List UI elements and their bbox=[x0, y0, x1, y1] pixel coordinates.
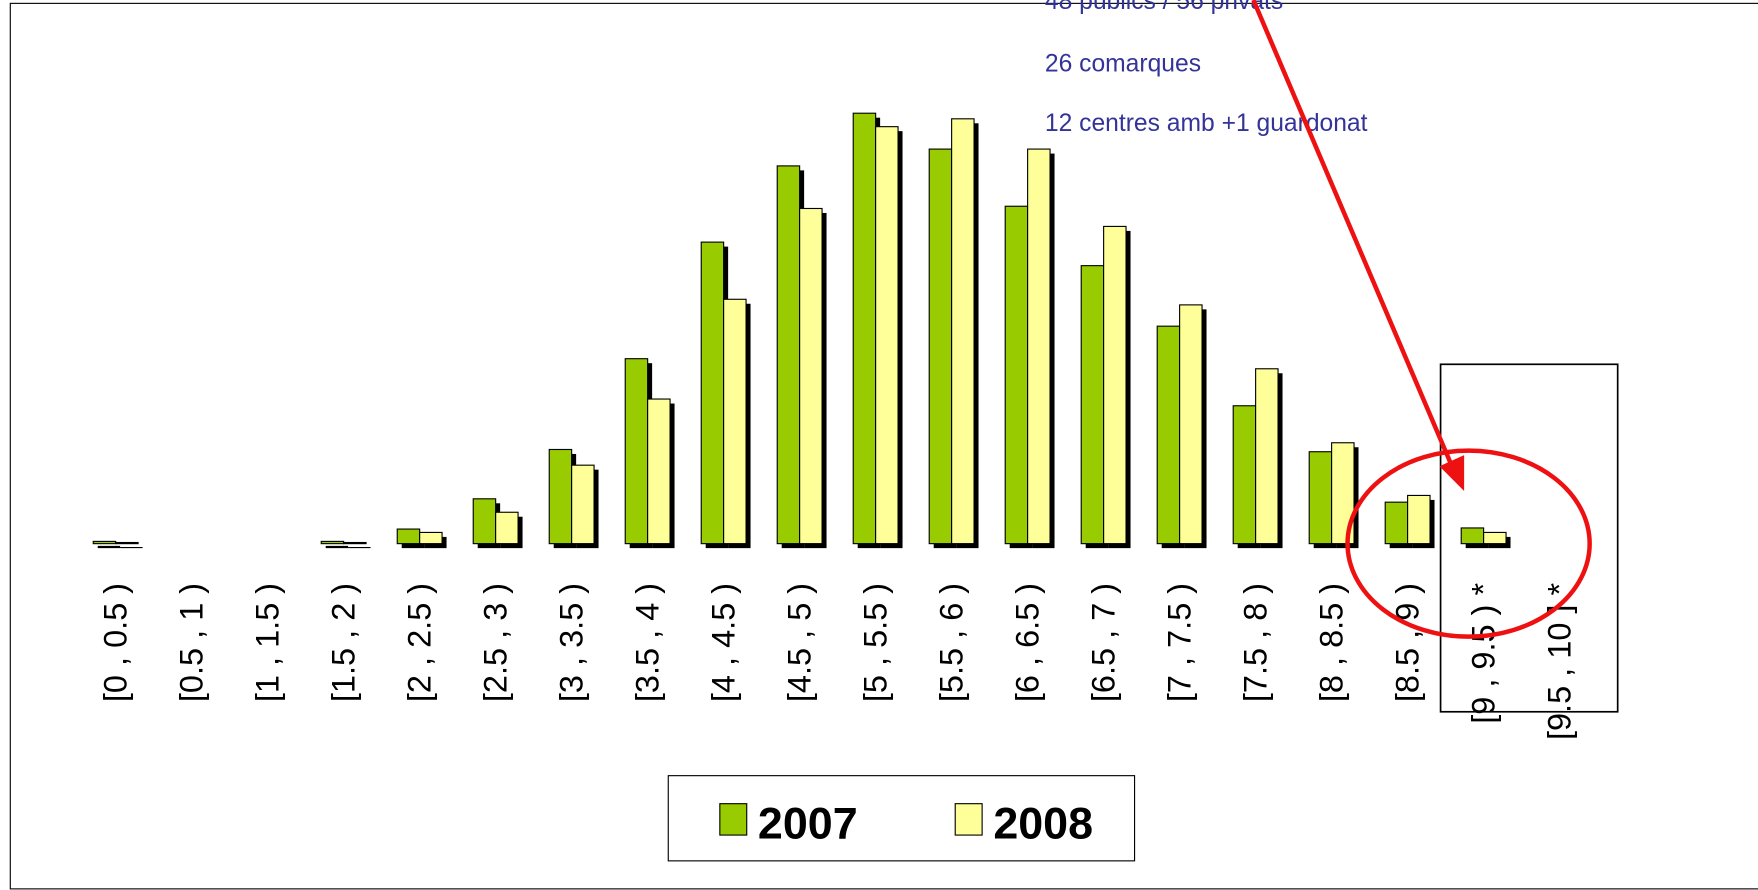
bar-shadow bbox=[348, 547, 371, 549]
bar-shadow bbox=[120, 547, 143, 549]
x-tick-label: [6.5 , 7 ) bbox=[1085, 583, 1121, 702]
highlight-circle bbox=[1345, 448, 1592, 639]
x-tick-label: [0 , 0.5 ) bbox=[97, 583, 133, 702]
legend-swatch bbox=[719, 803, 748, 836]
legend-label: 2007 bbox=[758, 797, 858, 848]
bar bbox=[951, 118, 975, 545]
bar bbox=[343, 541, 367, 545]
x-tick-label: [5.5 , 6 ) bbox=[933, 583, 969, 702]
x-tick-label: [2 , 2.5 ) bbox=[401, 583, 437, 702]
legend-label: 2008 bbox=[993, 797, 1093, 848]
bar bbox=[419, 531, 443, 545]
x-tick-label: [8 , 8.5 ) bbox=[1313, 583, 1349, 702]
x-tick-label: [2.5 , 3 ) bbox=[477, 583, 513, 702]
bar bbox=[1179, 304, 1203, 545]
bar bbox=[1156, 325, 1181, 545]
x-tick-label: [1 , 1.5 ) bbox=[249, 583, 285, 702]
bar bbox=[1483, 531, 1507, 545]
bar bbox=[647, 398, 671, 545]
bar bbox=[1331, 442, 1355, 545]
legend-swatch bbox=[954, 803, 983, 836]
x-tick-label: [6 , 6.5 ) bbox=[1009, 583, 1045, 702]
x-tick-label: [0.5 , 1 ) bbox=[173, 583, 209, 702]
bar bbox=[115, 541, 139, 545]
x-tick-label: [5 , 5.5 ) bbox=[857, 583, 893, 702]
bar bbox=[852, 112, 877, 545]
x-tick-label: [3 , 3.5 ) bbox=[553, 583, 589, 702]
highlight-box bbox=[1439, 363, 1619, 713]
bar bbox=[1384, 501, 1409, 545]
x-tick-label: [3.5 , 4 ) bbox=[629, 583, 665, 702]
bar bbox=[320, 540, 345, 545]
bar bbox=[472, 498, 497, 545]
bar bbox=[1080, 265, 1105, 545]
annotation: 48 públics / 56 privats bbox=[1045, 0, 1283, 15]
bar bbox=[723, 298, 747, 545]
bar-shadow bbox=[325, 545, 349, 549]
x-tick-label: [9 , 9.5 ) * bbox=[1465, 583, 1501, 724]
bar bbox=[799, 207, 823, 545]
x-tick-label: [7.5 , 8 ) bbox=[1237, 583, 1273, 702]
annotation: 26 comarques bbox=[1045, 51, 1201, 78]
bar bbox=[548, 448, 573, 545]
plot: [0 , 0.5 ) [0.5 , 1 ) [1 , 1.5 ) [1.5 , 2 )… bbox=[92, 112, 1577, 848]
bar bbox=[700, 241, 725, 545]
bar bbox=[1232, 405, 1257, 545]
x-tick-label: [8.5 , 9 ) bbox=[1389, 583, 1425, 702]
annotation: 12 centres amb +1 guardonat bbox=[1045, 110, 1368, 137]
bar bbox=[624, 358, 649, 545]
x-tick-label: [4 , 4.5 ) bbox=[705, 583, 741, 702]
bar bbox=[396, 528, 421, 545]
x-tick-label: [1.5 , 2 ) bbox=[325, 583, 361, 702]
bar bbox=[928, 148, 953, 545]
bar-shadow bbox=[97, 545, 121, 549]
x-tick-label: [4.5 , 5 ) bbox=[781, 583, 817, 702]
bar bbox=[92, 540, 117, 545]
bar bbox=[495, 511, 519, 545]
bar bbox=[1460, 527, 1485, 545]
bar bbox=[1407, 494, 1431, 545]
x-tick-label: [9.5 , 10 ] * bbox=[1541, 583, 1577, 741]
bar bbox=[875, 126, 899, 545]
bar bbox=[1103, 225, 1127, 545]
bar bbox=[1027, 148, 1051, 545]
arrow bbox=[1251, 0, 1455, 470]
bar bbox=[571, 464, 595, 545]
bar bbox=[1308, 451, 1333, 545]
bar bbox=[1004, 205, 1029, 545]
x-tick-label: [7 , 7.5 ) bbox=[1161, 583, 1197, 702]
bar bbox=[776, 165, 801, 545]
arrow-head bbox=[1439, 455, 1465, 491]
bar bbox=[1255, 368, 1279, 545]
